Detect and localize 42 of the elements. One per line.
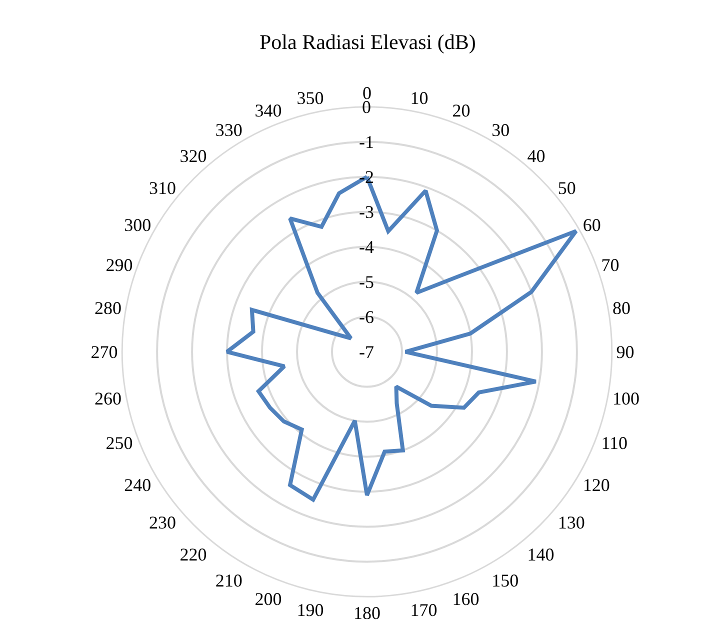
spoke-label: 170 bbox=[410, 600, 438, 620]
spoke-label: 160 bbox=[452, 589, 480, 610]
spoke-label: 80 bbox=[612, 298, 630, 318]
y-tick-label: -5 bbox=[359, 272, 374, 292]
spoke-label: 190 bbox=[296, 600, 324, 620]
spoke-label: 290 bbox=[106, 255, 133, 276]
y-tick-label: -1 bbox=[359, 132, 374, 152]
spoke-label: 270 bbox=[90, 342, 118, 362]
spoke-label: 250 bbox=[106, 433, 133, 454]
spoke-label: 200 bbox=[254, 589, 282, 610]
spoke-label: 220 bbox=[180, 544, 207, 565]
spoke-label: 320 bbox=[180, 146, 207, 166]
spoke-label: 60 bbox=[582, 214, 601, 235]
spoke-label: 10 bbox=[410, 88, 428, 108]
y-tick-label: -7 bbox=[359, 342, 374, 362]
spoke-label: 30 bbox=[492, 120, 510, 140]
spoke-label: 230 bbox=[149, 512, 176, 532]
chart-title: Pola Radiasi Elevasi (dB) bbox=[260, 30, 476, 54]
spoke-label: 130 bbox=[558, 512, 585, 532]
spoke-label: 240 bbox=[124, 474, 152, 495]
spoke-label: 70 bbox=[601, 255, 620, 276]
spoke-label: 20 bbox=[452, 100, 470, 120]
spoke-label: 140 bbox=[527, 544, 554, 565]
spoke-label: 90 bbox=[616, 342, 634, 362]
spoke-label: 110 bbox=[601, 433, 628, 454]
spoke-label: 150 bbox=[492, 570, 519, 590]
spoke-label: 120 bbox=[582, 474, 610, 495]
spoke-label: 280 bbox=[94, 298, 122, 318]
y-tick-label: -3 bbox=[359, 202, 374, 222]
spoke-label: 310 bbox=[149, 178, 176, 198]
spoke-label: 40 bbox=[527, 146, 546, 166]
y-tick-label: -4 bbox=[359, 237, 374, 257]
spoke-label: 340 bbox=[254, 100, 282, 120]
spoke-label: 300 bbox=[124, 214, 152, 235]
spoke-label: 330 bbox=[215, 120, 242, 140]
spoke-label: 100 bbox=[612, 388, 640, 408]
spoke-label: 350 bbox=[296, 88, 324, 108]
spoke-label: 50 bbox=[558, 178, 576, 198]
spoke-label: 180 bbox=[353, 603, 380, 624]
spoke-label: 210 bbox=[215, 570, 242, 590]
spoke-label: 260 bbox=[94, 388, 122, 408]
y-tick-label: -6 bbox=[359, 307, 374, 327]
